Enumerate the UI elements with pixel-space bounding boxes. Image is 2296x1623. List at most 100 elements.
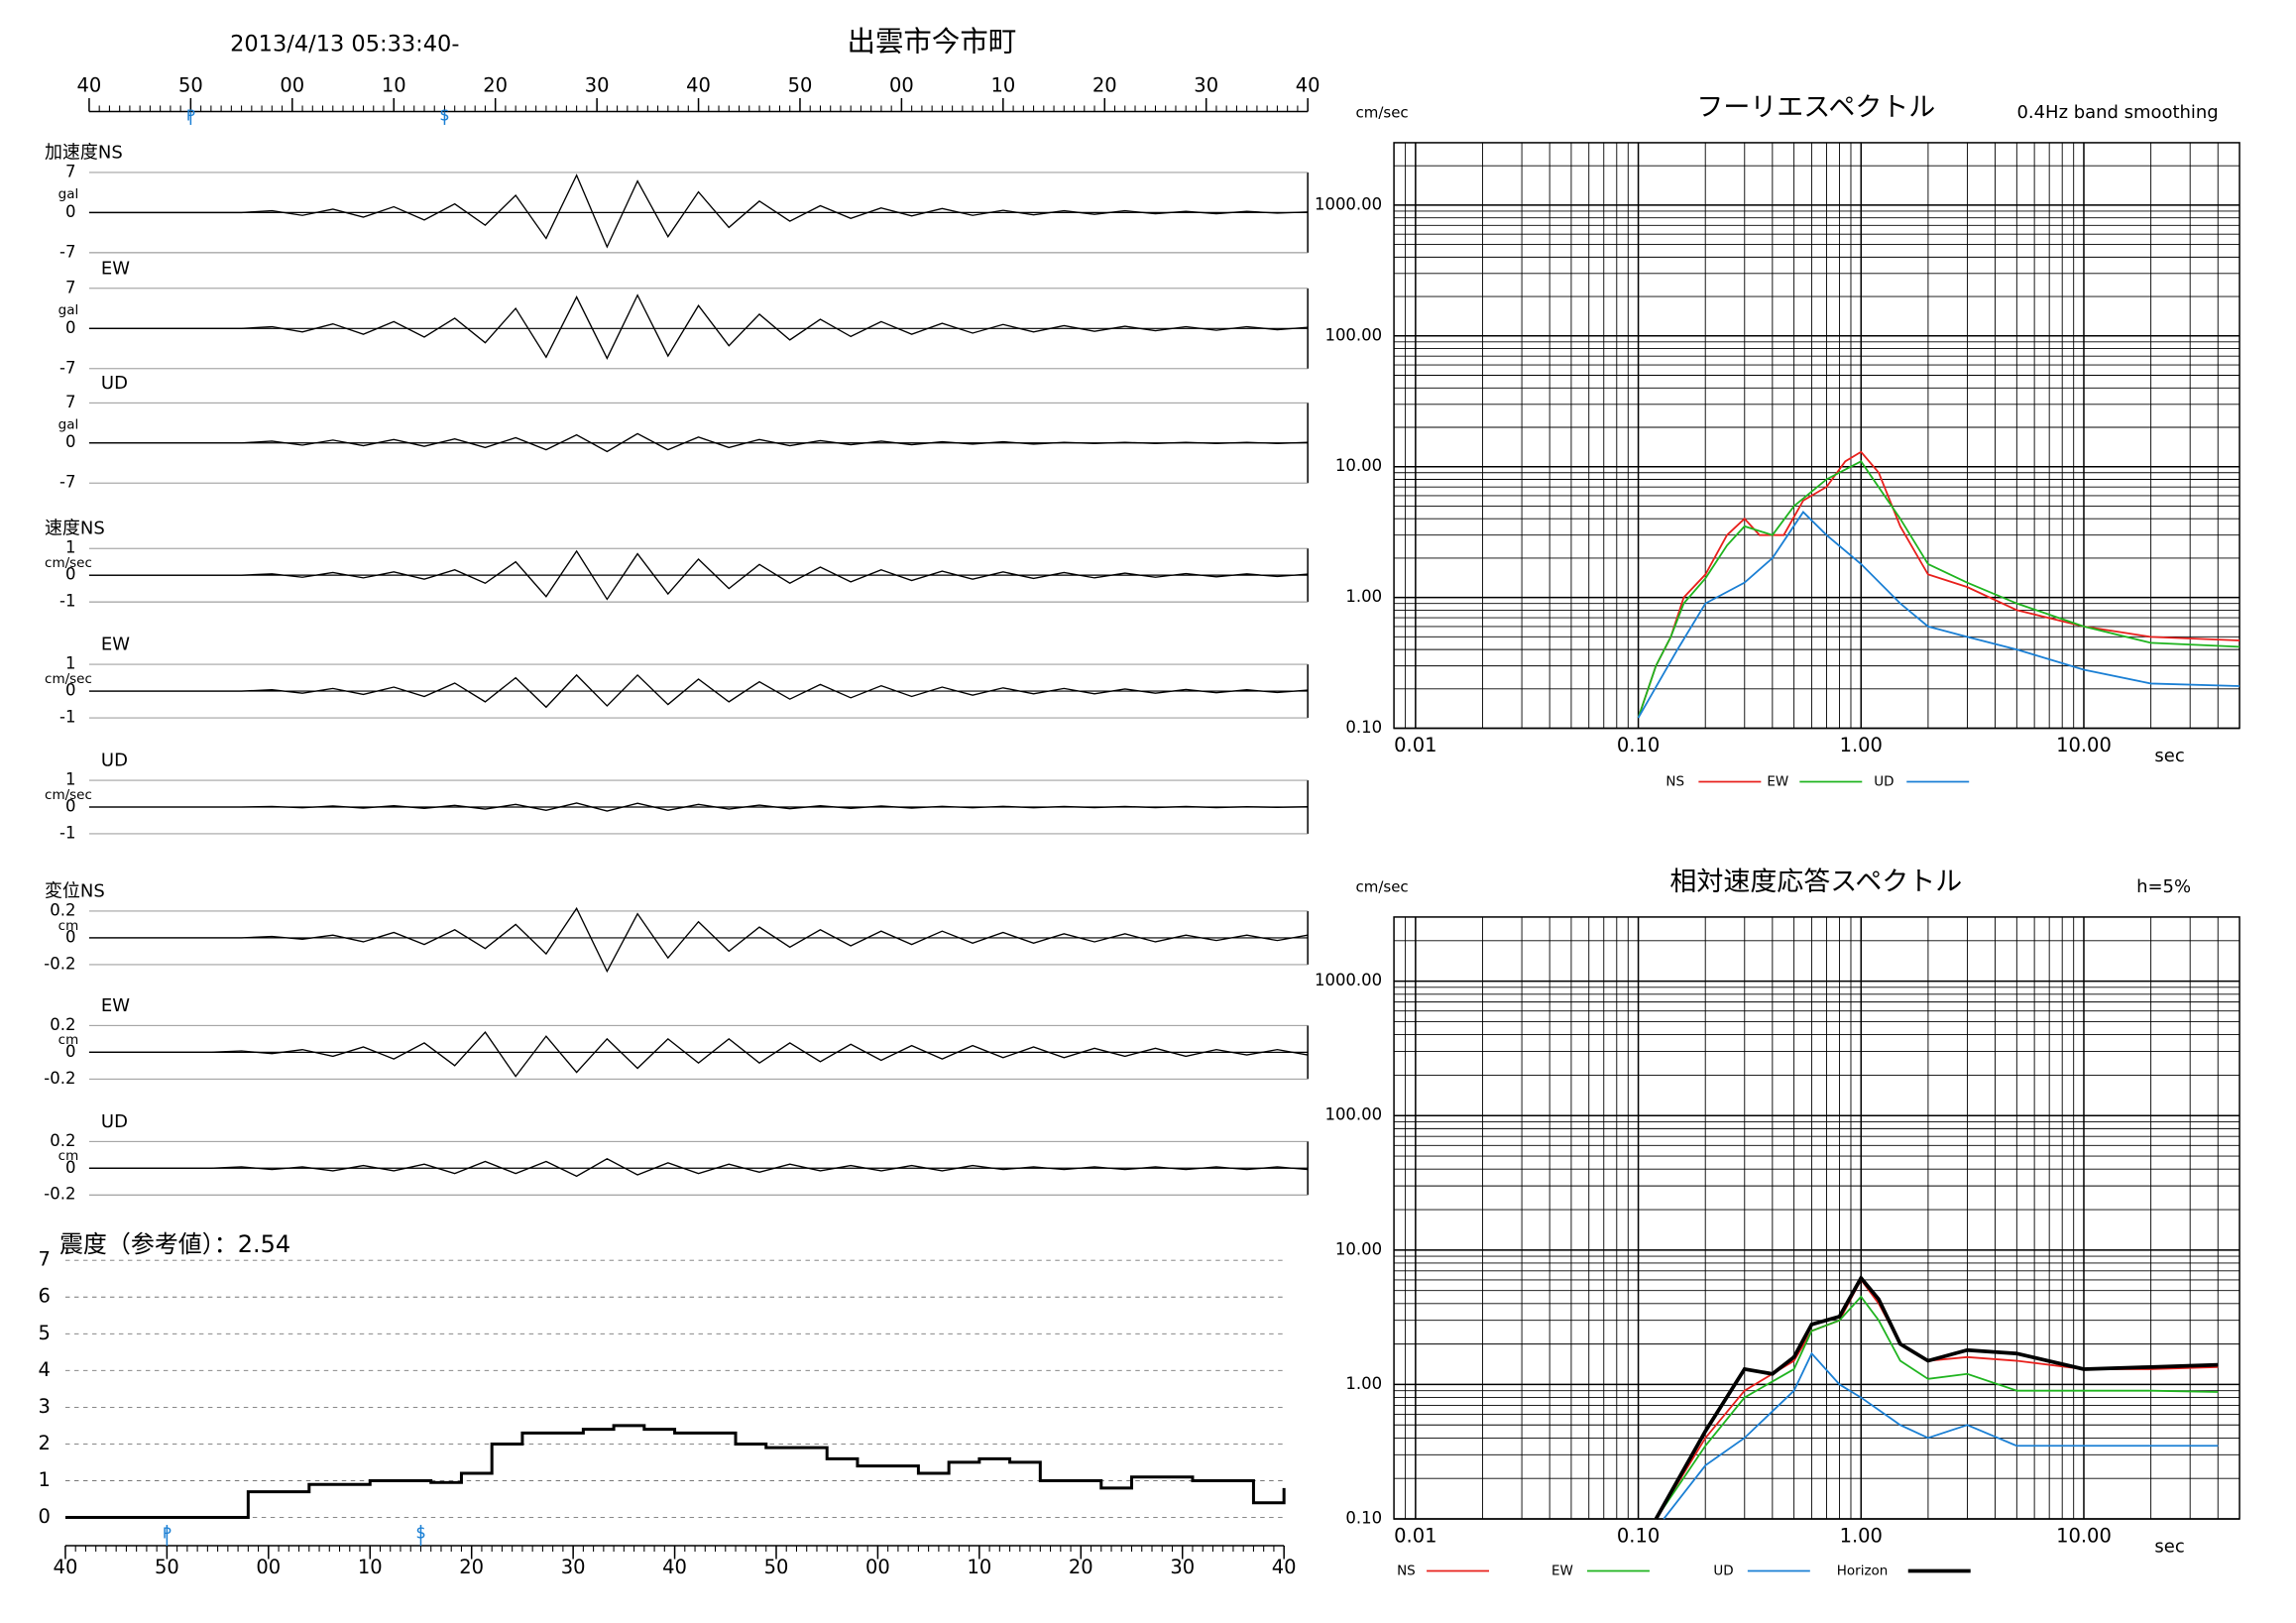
x-tick-label: 30 bbox=[561, 1556, 586, 1578]
legend-label: EW bbox=[1551, 1564, 1573, 1579]
waveform bbox=[88, 1031, 1309, 1078]
x-tick-label: 1.00 bbox=[1840, 734, 1883, 756]
y-tick-label: 7 bbox=[65, 278, 75, 296]
y-tick-label: 0 bbox=[65, 1158, 75, 1177]
spectrum-line bbox=[1637, 450, 2240, 719]
y-tick-label: -7 bbox=[59, 242, 75, 261]
x-tick-label: 30 bbox=[585, 73, 610, 96]
x-tick-label: 40 bbox=[686, 73, 711, 96]
station: 出雲市今市町 bbox=[847, 26, 1016, 58]
y-tick-label: 3 bbox=[39, 1395, 51, 1418]
y-tick-label: 0 bbox=[65, 318, 75, 337]
y-tick-label: 10.00 bbox=[1335, 456, 1382, 475]
x-tick-label: 50 bbox=[178, 73, 203, 96]
y-tick-label: 0.10 bbox=[1345, 1509, 1382, 1528]
x-tick-label: 00 bbox=[256, 1556, 281, 1578]
panel-label: UD bbox=[101, 751, 128, 771]
x-tick-label: 50 bbox=[764, 1556, 789, 1578]
x-tick-label: 40 bbox=[662, 1556, 687, 1578]
y-tick-label: 0 bbox=[65, 1042, 75, 1061]
waveform bbox=[88, 802, 1309, 812]
y-unit: cm/sec bbox=[1356, 103, 1409, 121]
intensity-title: 震度（参考値）：2.54 bbox=[59, 1230, 290, 1258]
x-tick-label: 50 bbox=[155, 1556, 179, 1578]
panel-label: EW bbox=[101, 635, 130, 655]
panel-unit: gal bbox=[58, 417, 79, 433]
x-tick-label: 0.01 bbox=[1394, 1525, 1436, 1548]
panel-unit: cm/sec bbox=[45, 671, 92, 687]
y-tick-label: 1 bbox=[65, 538, 75, 557]
legend-label: NS bbox=[1397, 1564, 1416, 1579]
waveform bbox=[88, 906, 1309, 974]
y-tick-label: 100.00 bbox=[1324, 325, 1382, 344]
x-tick-label: 0.10 bbox=[1617, 1525, 1660, 1548]
x-tick-label: 40 bbox=[1296, 73, 1320, 96]
panel-unit: cm bbox=[58, 1148, 79, 1164]
panel-unit: cm bbox=[58, 918, 79, 934]
y-tick-label: -0.2 bbox=[44, 954, 75, 973]
x-tick-label: 10 bbox=[967, 1556, 991, 1578]
x-tick-label: 0.10 bbox=[1617, 734, 1660, 756]
x-tick-label: 10.00 bbox=[2056, 734, 2112, 756]
y-tick-label: -1 bbox=[59, 592, 75, 611]
legend-label: NS bbox=[1665, 774, 1684, 790]
y-tick-label: -1 bbox=[59, 708, 75, 727]
panel-unit: cm/sec bbox=[45, 787, 92, 803]
y-tick-label: 6 bbox=[39, 1285, 51, 1308]
panel-label: EW bbox=[101, 995, 130, 1016]
x-tick-label: 50 bbox=[788, 73, 813, 96]
x-tick-label: 0.01 bbox=[1394, 734, 1436, 756]
y-tick-label: 4 bbox=[39, 1358, 51, 1381]
panel-label: UD bbox=[101, 373, 128, 394]
x-tick-label: 00 bbox=[865, 1556, 890, 1578]
panel-unit: gal bbox=[58, 186, 79, 202]
y-tick-label: 1000.00 bbox=[1315, 971, 1382, 989]
subtitle: 0.4Hz band smoothing bbox=[2016, 102, 2218, 123]
y-tick-label: 7 bbox=[65, 162, 75, 180]
y-tick-label: -0.2 bbox=[44, 1185, 75, 1204]
y-tick-label: 0 bbox=[65, 432, 75, 451]
x-tick-label: 10 bbox=[382, 73, 406, 96]
x-tick-label: 20 bbox=[1069, 1556, 1093, 1578]
x-tick-label: 40 bbox=[1272, 1556, 1297, 1578]
x-tick-label: 20 bbox=[1092, 73, 1117, 96]
x-tick-label: 00 bbox=[889, 73, 914, 96]
legend-label: Horizon bbox=[1837, 1564, 1889, 1579]
x-tick-label: 10 bbox=[358, 1556, 383, 1578]
spectrum-line bbox=[1637, 511, 2240, 719]
subtitle: h=5% bbox=[2136, 876, 2191, 897]
y-tick-label: 0 bbox=[65, 202, 75, 221]
waveform bbox=[88, 673, 1309, 709]
y-tick-label: 1 bbox=[65, 654, 75, 673]
phase-label: S bbox=[440, 106, 450, 124]
x-tick-label: 10 bbox=[990, 73, 1015, 96]
panel-label: 変位NS bbox=[45, 880, 105, 901]
waveform bbox=[88, 1158, 1309, 1178]
y-unit: cm/sec bbox=[1356, 877, 1409, 895]
y-tick-label: 1000.00 bbox=[1315, 194, 1382, 213]
x-tick-label: 1.00 bbox=[1840, 1525, 1883, 1548]
y-tick-label: -7 bbox=[59, 473, 75, 492]
x-tick-label: 30 bbox=[1194, 73, 1218, 96]
y-tick-label: 7 bbox=[65, 393, 75, 411]
intensity-line bbox=[64, 1424, 1286, 1520]
y-tick-label: 1.00 bbox=[1345, 587, 1382, 606]
y-tick-label: 0 bbox=[65, 681, 75, 700]
title: 相対速度応答スペクトル bbox=[1669, 867, 1962, 897]
phase-label: S bbox=[416, 1525, 426, 1543]
panel-unit: gal bbox=[58, 302, 79, 318]
y-tick-label: 7 bbox=[39, 1248, 51, 1271]
y-tick-label: 0.2 bbox=[50, 1131, 75, 1150]
x-unit: sec bbox=[2154, 1537, 2184, 1558]
panel-unit: cm bbox=[58, 1032, 79, 1048]
x-tick-label: 20 bbox=[459, 1556, 484, 1578]
spectrum-line bbox=[1637, 460, 2240, 719]
y-tick-label: -0.2 bbox=[44, 1069, 75, 1088]
y-tick-label: 0 bbox=[65, 797, 75, 816]
y-tick-label: -7 bbox=[59, 358, 75, 377]
y-tick-label: 2 bbox=[39, 1432, 51, 1454]
x-tick-label: 00 bbox=[280, 73, 304, 96]
spectrum-line bbox=[1655, 1295, 2219, 1520]
